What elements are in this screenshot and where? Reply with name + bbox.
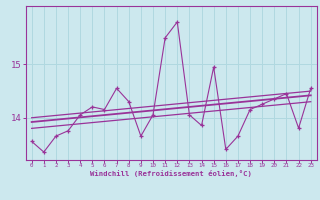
X-axis label: Windchill (Refroidissement éolien,°C): Windchill (Refroidissement éolien,°C)	[90, 170, 252, 177]
